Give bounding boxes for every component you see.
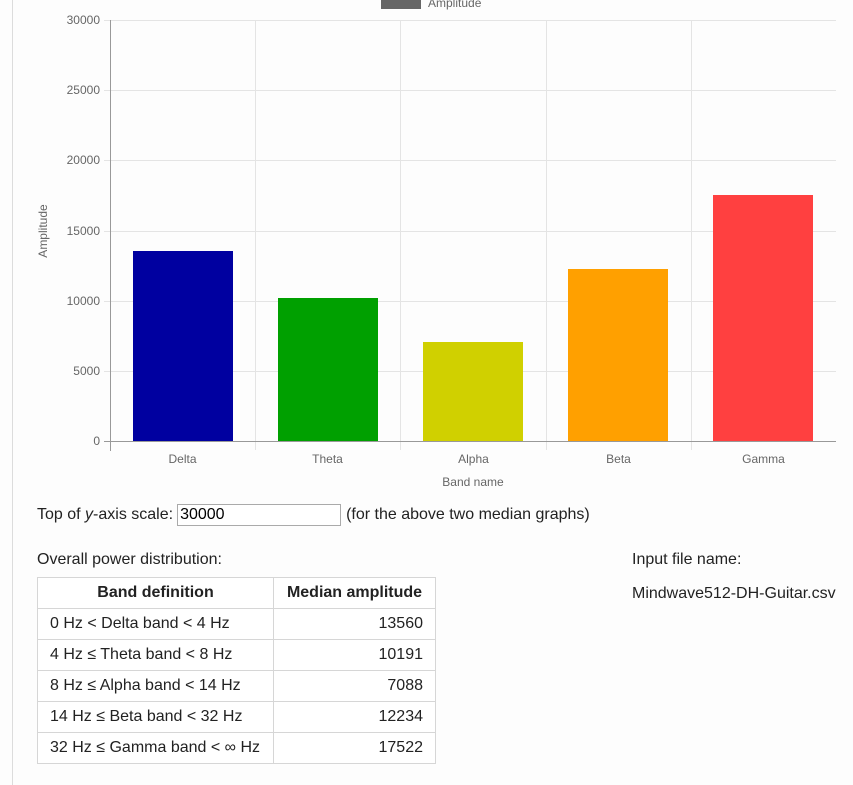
grid-line-horizontal — [104, 90, 836, 91]
band-definition: 0 Hz < Delta band < 4 Hz — [37, 608, 274, 640]
table-row: 4 Hz ≤ Theta band < 8 Hz 10191 — [37, 639, 436, 671]
input-file-label: Input file name: — [632, 551, 742, 568]
bar-alpha[interactable] — [423, 342, 523, 441]
bar-theta[interactable] — [278, 298, 378, 441]
bar-delta[interactable] — [133, 251, 233, 441]
band-definition: 32 Hz ≤ Gamma band < ∞ Hz — [37, 732, 274, 764]
y-tick-label: 15000 — [66, 224, 100, 238]
grid-line-horizontal — [104, 301, 836, 302]
x-tick-label: Beta — [606, 452, 631, 466]
grid-line-horizontal — [104, 231, 836, 232]
y-axis-title: Amplitude — [36, 204, 50, 258]
header-median-amplitude: Median amplitude — [273, 577, 436, 609]
y-tick-label: 10000 — [66, 294, 100, 308]
x-axis-line — [104, 441, 836, 442]
power-distribution-label: Overall power distribution: — [37, 551, 222, 568]
chart-legend[interactable]: Amplitude — [381, 0, 481, 10]
y-tick-label: 0 — [93, 434, 100, 448]
median-amplitude: 10191 — [273, 639, 436, 671]
band-definition: 4 Hz ≤ Theta band < 8 Hz — [37, 639, 274, 671]
y-tick-label: 25000 — [66, 83, 100, 97]
x-tick-label: Alpha — [458, 452, 489, 466]
median-amplitude: 17522 — [273, 732, 436, 764]
power-distribution-table: Band definition Median amplitude 0 Hz < … — [37, 577, 436, 764]
page-left-border — [12, 0, 13, 785]
y-scale-control: Top of y-axis scale: (for the above two … — [37, 504, 590, 526]
y-scale-input[interactable] — [177, 504, 342, 526]
median-amplitude: 13560 — [273, 608, 436, 640]
median-amplitude: 7088 — [273, 670, 436, 702]
input-file-name: Mindwave512-DH-Guitar.csv — [632, 585, 836, 602]
y-scale-label: Top of y-axis scale: — [37, 506, 174, 523]
y-tick-label: 20000 — [66, 153, 100, 167]
header-band-definition: Band definition — [37, 577, 274, 609]
y-axis-line — [110, 20, 111, 451]
table-row: 0 Hz < Delta band < 4 Hz 13560 — [37, 608, 436, 640]
y-tick-label: 5000 — [73, 364, 100, 378]
median-amplitude: 12234 — [273, 701, 436, 733]
table-header-row: Band definition Median amplitude — [37, 577, 436, 609]
x-tick-label: Gamma — [742, 452, 785, 466]
grid-line-horizontal — [104, 160, 836, 161]
legend-swatch — [381, 0, 421, 9]
grid-line-vertical — [255, 20, 256, 450]
table-row: 14 Hz ≤ Beta band < 32 Hz 12234 — [37, 701, 436, 733]
band-definition: 8 Hz ≤ Alpha band < 14 Hz — [37, 670, 274, 702]
x-tick-label: Theta — [312, 452, 343, 466]
table-row: 8 Hz ≤ Alpha band < 14 Hz 7088 — [37, 670, 436, 702]
legend-label: Amplitude — [428, 0, 482, 10]
grid-line-vertical — [400, 20, 401, 450]
table-row: 32 Hz ≤ Gamma band < ∞ Hz 17522 — [37, 732, 436, 764]
y-scale-note: (for the above two median graphs) — [346, 506, 590, 523]
bar-gamma[interactable] — [713, 195, 813, 441]
y-tick-label: 30000 — [66, 13, 100, 27]
band-definition: 14 Hz ≤ Beta band < 32 Hz — [37, 701, 274, 733]
band-amplitude-chart: Amplitude Amplitude Band name 30000 25000… — [36, 0, 836, 489]
grid-line-horizontal — [104, 20, 836, 21]
grid-line-vertical — [691, 20, 692, 450]
x-axis-title: Band name — [442, 475, 504, 489]
x-tick-label: Delta — [168, 452, 197, 466]
grid-line-vertical — [546, 20, 547, 450]
bar-beta[interactable] — [568, 269, 668, 441]
